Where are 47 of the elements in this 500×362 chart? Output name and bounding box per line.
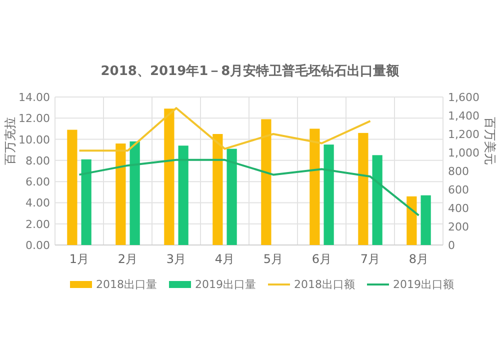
bar bbox=[324, 144, 334, 245]
y2-tick-label: 600 bbox=[448, 184, 469, 196]
x-tick-label: 2月 bbox=[118, 252, 138, 266]
y2-axis-title: 百万美元 bbox=[483, 117, 497, 165]
x-tick-label: 8月 bbox=[408, 252, 429, 266]
x-tick-label: 6月 bbox=[312, 252, 332, 266]
bar bbox=[358, 132, 368, 245]
legend-label: 2019出口额 bbox=[393, 278, 454, 291]
y2-tick-label: 1,000 bbox=[448, 146, 480, 160]
bar bbox=[212, 134, 223, 245]
y-tick-label: 12.00 bbox=[18, 112, 50, 126]
y-tick-label: 14.00 bbox=[18, 91, 50, 104]
bar bbox=[130, 141, 140, 245]
y-tick-label: 2.00 bbox=[26, 218, 50, 231]
y-axis-title: 百万克拉 bbox=[3, 117, 17, 165]
bar bbox=[406, 196, 417, 245]
y-tick-label: 8.00 bbox=[26, 154, 50, 168]
x-tick-label: 1月 bbox=[69, 252, 90, 266]
bar bbox=[310, 128, 320, 245]
y-tick-label: 6.00 bbox=[26, 176, 50, 189]
x-tick-label: 7月 bbox=[360, 252, 380, 266]
bar bbox=[164, 108, 174, 245]
y2-tick-label: 1,200 bbox=[448, 128, 480, 141]
y2-tick-label: 400 bbox=[448, 202, 469, 215]
y2-tick-label: 1,600 bbox=[448, 91, 480, 104]
y2-tick-label: 200 bbox=[448, 220, 469, 234]
legend-label: 2018出口额 bbox=[294, 278, 355, 291]
bar bbox=[67, 130, 78, 245]
bar bbox=[81, 159, 92, 245]
chart-title: 2018、2019年1－8月安特卫普毛坯钻石出口量额 bbox=[100, 63, 400, 79]
y-tick-label: 4.00 bbox=[26, 196, 50, 210]
y2-tick-label: 0 bbox=[448, 239, 455, 252]
bar bbox=[420, 195, 431, 245]
y-tick-label: 10.00 bbox=[18, 133, 50, 146]
y-tick-label: 0.00 bbox=[26, 239, 50, 252]
y2-tick-label: 1,400 bbox=[448, 110, 480, 122]
bar bbox=[261, 119, 272, 245]
bar bbox=[226, 148, 237, 245]
legend-label: 2018出口量 bbox=[96, 278, 157, 291]
bar bbox=[178, 146, 188, 245]
x-tick-label: 3月 bbox=[166, 252, 186, 266]
legend-label: 2019出口量 bbox=[195, 278, 256, 291]
bar bbox=[116, 144, 126, 245]
y2-tick-label: 800 bbox=[448, 165, 469, 178]
x-tick-label: 4月 bbox=[214, 252, 235, 266]
x-tick-label: 5月 bbox=[263, 252, 284, 266]
bar bbox=[372, 155, 382, 245]
